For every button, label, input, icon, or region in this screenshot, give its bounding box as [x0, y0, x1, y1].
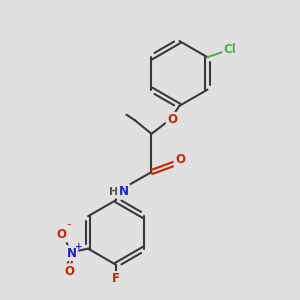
Text: N: N [118, 185, 128, 198]
Text: O: O [175, 153, 185, 166]
Text: F: F [112, 272, 120, 286]
Text: O: O [57, 228, 67, 241]
Text: ⁻: ⁻ [67, 222, 71, 231]
Text: N: N [67, 247, 77, 260]
Text: O: O [64, 265, 74, 278]
Text: Cl: Cl [224, 43, 236, 56]
Text: H: H [109, 187, 119, 197]
Text: +: + [75, 242, 82, 251]
Text: O: O [167, 113, 177, 126]
